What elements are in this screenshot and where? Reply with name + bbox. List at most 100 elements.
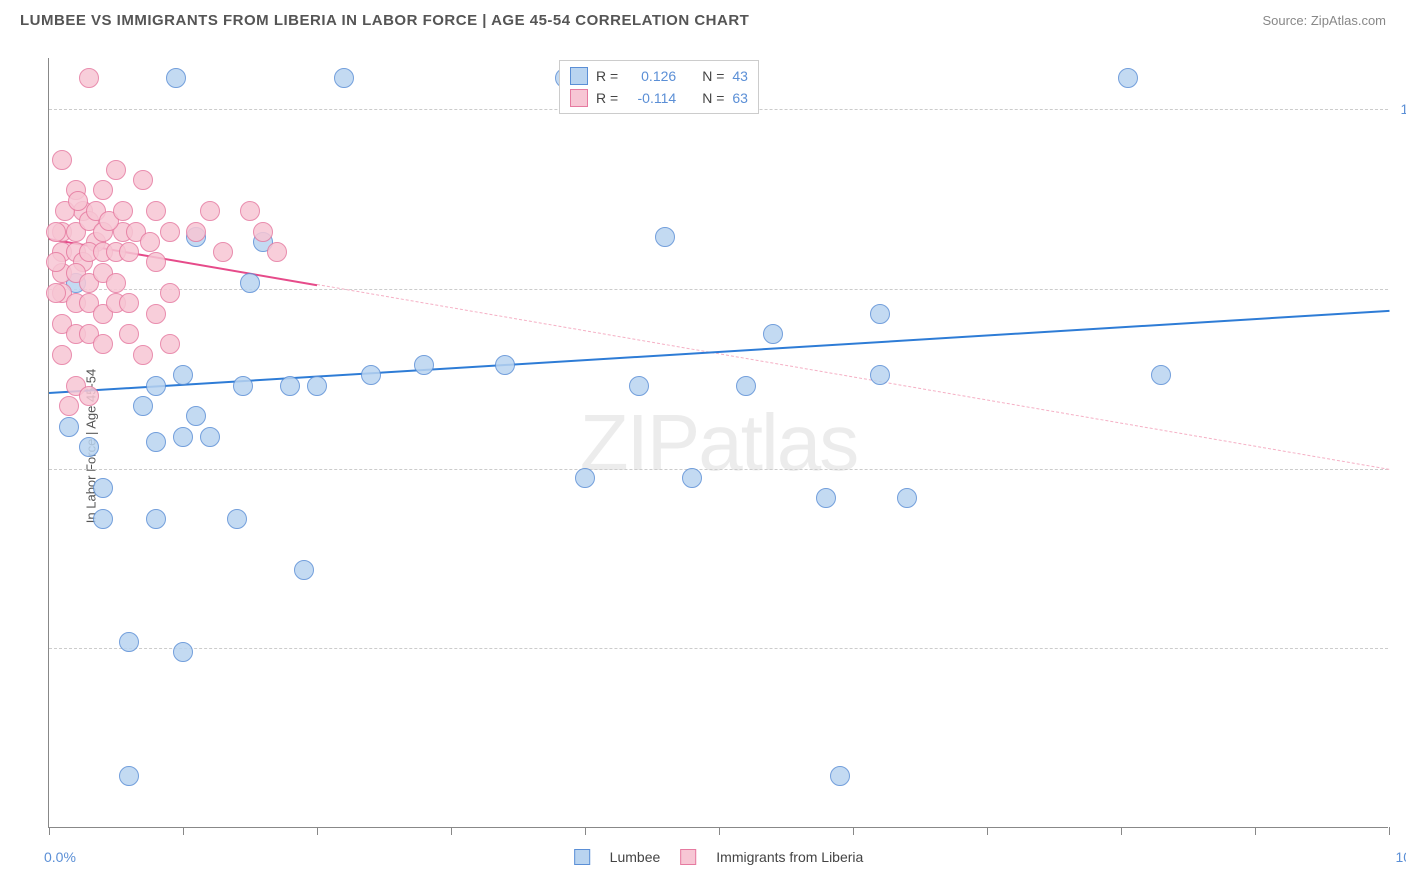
point-liberia — [119, 293, 139, 313]
x-axis-max: 100.0% — [1396, 849, 1406, 865]
point-lumbee — [173, 365, 193, 385]
x-tick — [585, 827, 586, 835]
point-lumbee — [575, 468, 595, 488]
point-liberia — [160, 283, 180, 303]
point-liberia — [146, 201, 166, 221]
correlation-legend: R = 0.126 N = 43 R = -0.114 N = 63 — [559, 60, 759, 114]
point-liberia — [59, 396, 79, 416]
point-lumbee — [763, 324, 783, 344]
x-axis-min: 0.0% — [44, 849, 76, 865]
x-tick — [719, 827, 720, 835]
chart-title: LUMBEE VS IMMIGRANTS FROM LIBERIA IN LAB… — [20, 12, 749, 29]
point-liberia — [186, 222, 206, 242]
point-lumbee — [93, 478, 113, 498]
point-lumbee — [93, 509, 113, 529]
point-liberia — [133, 170, 153, 190]
x-tick — [183, 827, 184, 835]
n-value: 63 — [732, 90, 748, 106]
point-lumbee — [233, 376, 253, 396]
gridline — [49, 469, 1388, 470]
legend-row-liberia: R = -0.114 N = 63 — [570, 87, 748, 109]
point-liberia — [106, 160, 126, 180]
point-lumbee — [629, 376, 649, 396]
swatch-blue — [574, 849, 590, 865]
r-value: -0.114 — [626, 90, 676, 106]
point-lumbee — [816, 488, 836, 508]
point-lumbee — [361, 365, 381, 385]
r-value: 0.126 — [626, 68, 676, 84]
point-lumbee — [173, 642, 193, 662]
x-tick — [451, 827, 452, 835]
y-tick-label: 65.0% — [1393, 461, 1406, 477]
legend-label-lumbee: Lumbee — [610, 849, 661, 865]
point-lumbee — [307, 376, 327, 396]
point-liberia — [93, 180, 113, 200]
r-label: R = — [596, 90, 618, 106]
source-label: Source: ZipAtlas.com — [1262, 13, 1386, 28]
point-lumbee — [280, 376, 300, 396]
n-label: N = — [702, 68, 724, 84]
n-label: N = — [702, 90, 724, 106]
point-lumbee — [119, 632, 139, 652]
point-lumbee — [736, 376, 756, 396]
point-lumbee — [166, 68, 186, 88]
x-tick — [317, 827, 318, 835]
point-liberia — [79, 68, 99, 88]
trendline — [317, 284, 1389, 470]
scatter-chart: R = 0.126 N = 43 R = -0.114 N = 63 ZIPat… — [48, 58, 1388, 828]
point-lumbee — [173, 427, 193, 447]
point-liberia — [46, 252, 66, 272]
point-liberia — [106, 273, 126, 293]
point-lumbee — [133, 396, 153, 416]
point-lumbee — [200, 427, 220, 447]
point-lumbee — [870, 304, 890, 324]
gridline — [49, 648, 1388, 649]
point-lumbee — [1151, 365, 1171, 385]
point-liberia — [146, 252, 166, 272]
point-lumbee — [146, 432, 166, 452]
point-lumbee — [146, 376, 166, 396]
point-liberia — [140, 232, 160, 252]
point-liberia — [160, 222, 180, 242]
point-lumbee — [240, 273, 260, 293]
point-lumbee — [655, 227, 675, 247]
point-liberia — [213, 242, 233, 262]
x-tick — [1121, 827, 1122, 835]
y-tick-label: 82.5% — [1393, 281, 1406, 297]
x-tick — [853, 827, 854, 835]
swatch-pink — [570, 89, 588, 107]
point-lumbee — [1118, 68, 1138, 88]
y-tick-label: 100.0% — [1393, 101, 1406, 117]
legend-label-liberia: Immigrants from Liberia — [716, 849, 863, 865]
point-lumbee — [495, 355, 515, 375]
point-liberia — [160, 334, 180, 354]
point-lumbee — [79, 437, 99, 457]
point-liberia — [46, 283, 66, 303]
point-liberia — [240, 201, 260, 221]
point-lumbee — [682, 468, 702, 488]
point-liberia — [253, 222, 273, 242]
point-lumbee — [146, 509, 166, 529]
watermark: ZIPatlas — [580, 397, 857, 489]
point-liberia — [267, 242, 287, 262]
point-liberia — [79, 386, 99, 406]
swatch-blue — [570, 67, 588, 85]
point-lumbee — [186, 406, 206, 426]
point-liberia — [52, 150, 72, 170]
legend-row-lumbee: R = 0.126 N = 43 — [570, 65, 748, 87]
point-lumbee — [334, 68, 354, 88]
point-liberia — [133, 345, 153, 365]
point-lumbee — [897, 488, 917, 508]
x-tick — [987, 827, 988, 835]
point-liberia — [119, 324, 139, 344]
n-value: 43 — [732, 68, 748, 84]
x-tick — [1255, 827, 1256, 835]
point-lumbee — [59, 417, 79, 437]
point-liberia — [146, 304, 166, 324]
point-lumbee — [119, 766, 139, 786]
point-liberia — [46, 222, 66, 242]
point-liberia — [119, 242, 139, 262]
point-lumbee — [830, 766, 850, 786]
point-lumbee — [227, 509, 247, 529]
x-tick — [1389, 827, 1390, 835]
